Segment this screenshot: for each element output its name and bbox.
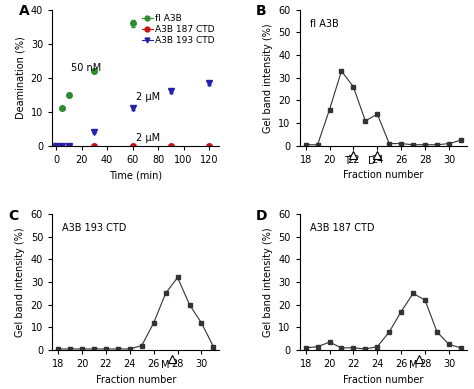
Y-axis label: Gel band intensity (%): Gel band intensity (%) xyxy=(263,227,273,337)
Text: M: M xyxy=(161,360,170,370)
Y-axis label: Gel band intensity (%): Gel band intensity (%) xyxy=(15,227,25,337)
Text: 2 μM: 2 μM xyxy=(137,92,161,102)
Text: D: D xyxy=(367,156,375,166)
Text: B: B xyxy=(256,4,267,18)
Legend: fl A3B, A3B 187 CTD, A3B 193 CTD: fl A3B, A3B 187 CTD, A3B 193 CTD xyxy=(142,14,215,45)
X-axis label: Fraction number: Fraction number xyxy=(96,375,176,385)
Text: M: M xyxy=(409,360,418,370)
X-axis label: Time (min): Time (min) xyxy=(109,170,162,180)
Y-axis label: Gel band intensity (%): Gel band intensity (%) xyxy=(263,23,273,133)
Text: C: C xyxy=(9,209,19,223)
X-axis label: Fraction number: Fraction number xyxy=(343,170,423,180)
Text: fl A3B: fl A3B xyxy=(310,19,338,29)
Text: A: A xyxy=(18,4,29,18)
Text: 50 nM: 50 nM xyxy=(71,63,101,73)
Text: A3B 193 CTD: A3B 193 CTD xyxy=(62,223,127,233)
X-axis label: Fraction number: Fraction number xyxy=(343,375,423,385)
Text: 2 μM: 2 μM xyxy=(137,133,161,143)
Text: A3B 187 CTD: A3B 187 CTD xyxy=(310,223,374,233)
Y-axis label: Deamination (%): Deamination (%) xyxy=(15,37,25,119)
Text: D: D xyxy=(256,209,268,223)
Text: T: T xyxy=(345,156,350,166)
